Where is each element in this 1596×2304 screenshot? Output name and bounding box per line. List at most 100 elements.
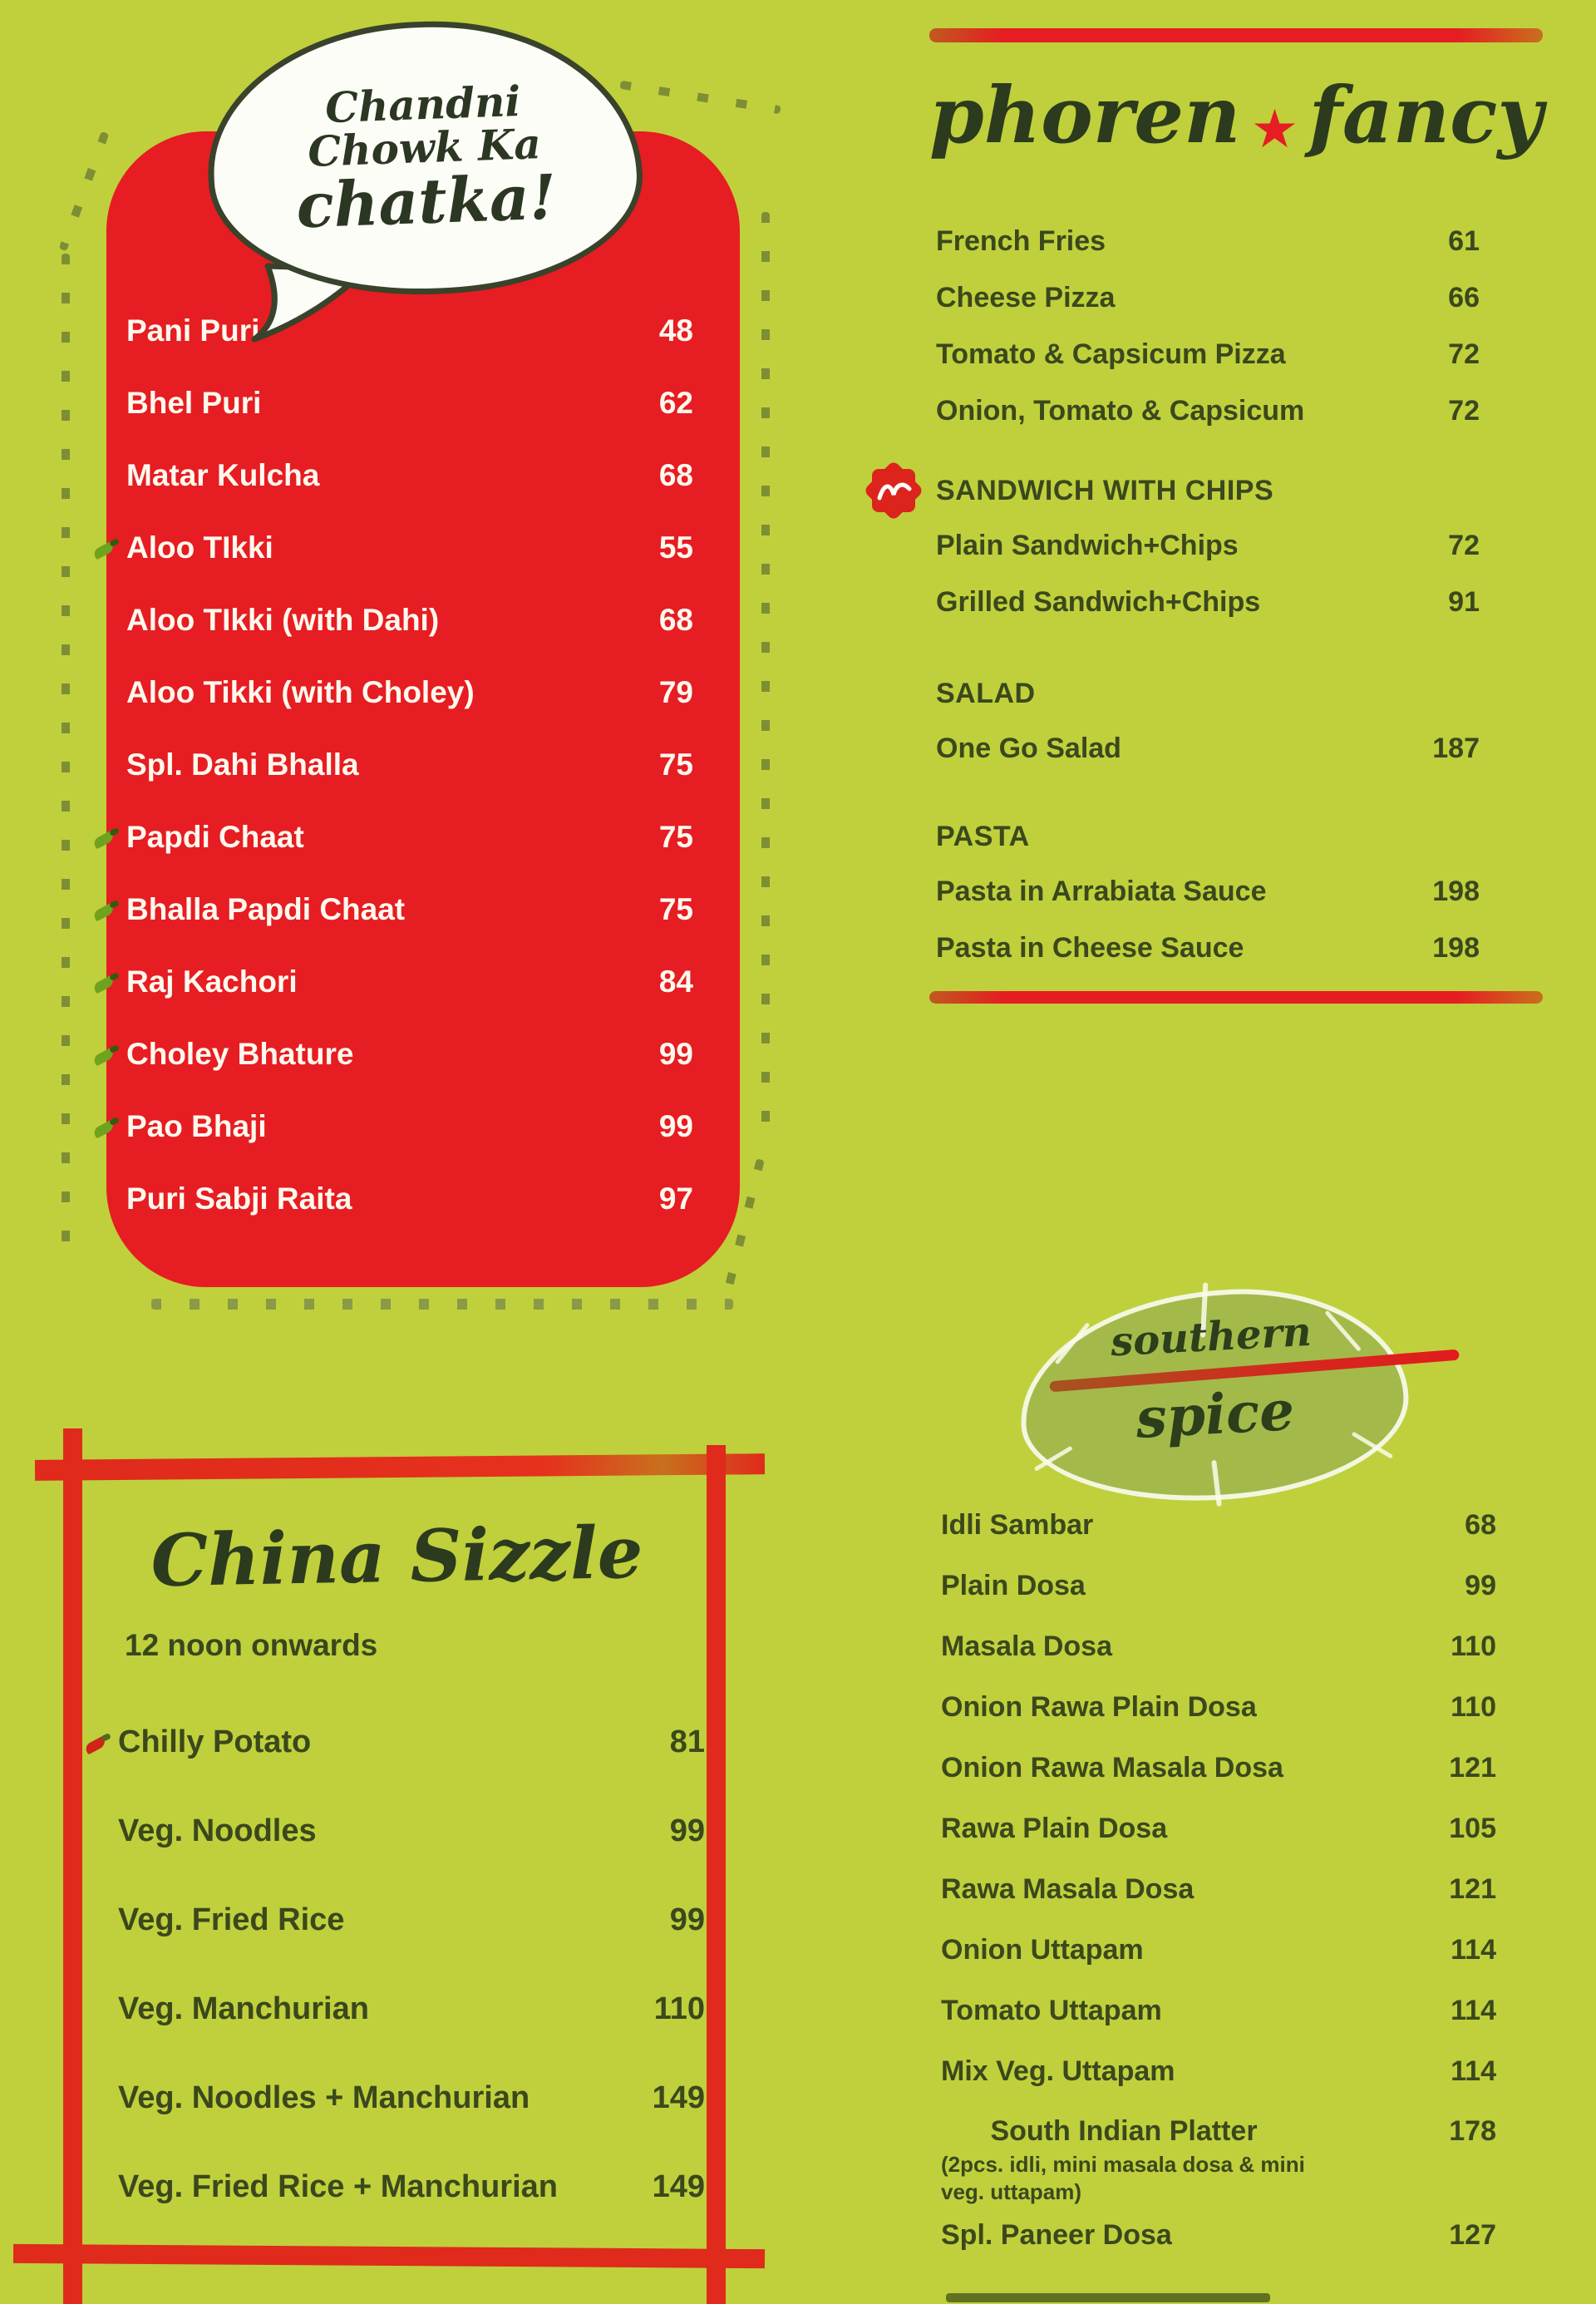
- menu-item-name: Rawa Plain Dosa: [941, 1813, 1168, 1844]
- menu-item-name: Grilled Sandwich+Chips: [936, 585, 1261, 618]
- menu-item-name: Onion Rawa Masala Dosa: [941, 1752, 1283, 1784]
- dotted-border-segment: [62, 254, 70, 1256]
- menu-item-price: 114: [1451, 2055, 1496, 2087]
- pasta-subsection: PASTA Pasta in Arrabiata Sauce 198 Pasta…: [936, 810, 1480, 976]
- menu-item-row: Aloo TIkki (with Dahi) 68: [126, 584, 693, 656]
- menu-item-name: Tomato & Capsicum Pizza: [936, 338, 1286, 370]
- leaf-vein: [1211, 1459, 1222, 1507]
- dotted-border-segment: [619, 80, 781, 115]
- menu-item-row: Veg. Fried Rice 99: [118, 1876, 705, 1965]
- chaat-item-list: Pani Puri 48 Bhel Puri 62 Matar Kulcha 6…: [126, 294, 693, 1235]
- menu-item-price: 110: [1451, 1631, 1496, 1662]
- menu-item-row: Aloo TIkki 55: [126, 511, 693, 584]
- menu-item-name: Onion Uttapam: [941, 1934, 1144, 1966]
- menu-item-price: 68: [658, 602, 693, 637]
- green-chili-icon: [91, 896, 121, 923]
- menu-item-name: One Go Salad: [936, 732, 1121, 764]
- menu-item-name: Onion Rawa Plain Dosa: [941, 1691, 1257, 1723]
- menu-item-price: 99: [658, 1036, 693, 1071]
- green-chili-icon: [91, 1041, 121, 1068]
- menu-item-name: French Fries: [936, 224, 1106, 257]
- red-chili-icon: [83, 1729, 113, 1756]
- subsection-header: SANDWICH WITH CHIPS: [863, 460, 1480, 521]
- menu-item-price: 62: [658, 385, 693, 420]
- sandwich-subsection: SANDWICH WITH CHIPS Plain Sandwich+Chips…: [863, 460, 1480, 630]
- green-chili-icon: [91, 535, 121, 561]
- menu-item-price: 66: [1448, 281, 1480, 313]
- green-chili-icon: [91, 824, 121, 851]
- menu-item-name: Puri Sabji Raita: [126, 1181, 352, 1216]
- menu-item-name: Rawa Masala Dosa: [941, 1873, 1195, 1905]
- china-frame-line: [12, 2243, 766, 2269]
- menu-item-name: Plain Sandwich+Chips: [936, 529, 1239, 561]
- menu-item-price: 97: [658, 1181, 693, 1216]
- menu-item-name: South Indian Platter (2pcs. idli, mini ma…: [941, 2115, 1307, 2205]
- menu-item-price: 75: [658, 891, 693, 926]
- menu-item-price: 72: [1448, 338, 1480, 370]
- menu-item-row: Veg. Manchurian 110: [118, 1965, 705, 2054]
- menu-item-row: South Indian Platter (2pcs. idli, mini ma…: [941, 2102, 1496, 2205]
- china-frame-line: [63, 1428, 82, 2304]
- menu-item-name: Cheese Pizza: [936, 281, 1116, 313]
- menu-item-row: Bhel Puri 62: [126, 367, 693, 439]
- subsection-header: PASTA: [936, 820, 1030, 852]
- menu-item-row: Puri Sabji Raita 97: [126, 1162, 693, 1235]
- menu-item-row: Choley Bhature 99: [126, 1018, 693, 1090]
- menu-item-price: 99: [658, 1108, 693, 1143]
- menu-item-name: Bhel Puri: [126, 385, 262, 420]
- menu-item-price: 149: [652, 2169, 705, 2204]
- menu-item-row: Pasta in Arrabiata Sauce 198: [936, 863, 1480, 920]
- menu-item-row: Spl. Paneer Dosa 127: [941, 2205, 1496, 2266]
- menu-item-price: 99: [669, 1813, 705, 1848]
- menu-item-row: Tomato & Capsicum Pizza 72: [936, 326, 1480, 382]
- menu-item-price: 91: [1448, 585, 1480, 618]
- menu-item-price: 121: [1449, 1873, 1496, 1905]
- menu-item-name: Pao Bhaji: [126, 1109, 267, 1144]
- dotted-border-segment: [151, 1299, 733, 1310]
- menu-item-price: 61: [1448, 224, 1480, 257]
- menu-item-name: Spl. Dahi Bhalla: [126, 747, 359, 782]
- green-chili-icon: [91, 969, 121, 995]
- title-word: fancy: [1308, 70, 1543, 161]
- menu-item-row: Raj Kachori 84: [126, 945, 693, 1018]
- phoren-fancy-title: phoren ★ fancy: [929, 70, 1543, 161]
- menu-item-price: 84: [658, 964, 693, 999]
- menu-item-price: 48: [658, 313, 693, 348]
- menu-item-row: Veg. Fried Rice + Manchurian 149: [118, 2143, 705, 2232]
- dotted-border-segment: [58, 131, 110, 252]
- menu-item-row: Onion Rawa Plain Dosa 110: [941, 1677, 1496, 1738]
- menu-item-name: Veg. Fried Rice: [118, 1902, 345, 1937]
- menu-item-row: Onion Uttapam 114: [941, 1920, 1496, 1981]
- menu-item-name: Masala Dosa: [941, 1631, 1112, 1662]
- menu-item-name: Aloo Tikki (with Choley): [126, 674, 475, 709]
- menu-item-price: 127: [1449, 2219, 1496, 2251]
- speech-bubble: Chandni Chowk Ka chatka!: [203, 13, 647, 303]
- menu-item-name: Matar Kulcha: [126, 457, 320, 492]
- menu-item-row: Plain Dosa 99: [941, 1556, 1496, 1616]
- menu-item-price: 55: [658, 530, 693, 565]
- menu-item-price: 72: [1448, 394, 1480, 427]
- menu-item-row: Pao Bhaji 99: [126, 1090, 693, 1162]
- pasta-item-list: Pasta in Arrabiata Sauce 198 Pasta in Ch…: [936, 863, 1480, 976]
- menu-item-note: (2pcs. idli, mini masala dosa & mini veg…: [941, 2152, 1305, 2204]
- menu-item-row: Chilly Potato 81: [118, 1698, 705, 1787]
- menu-item-row: Onion Rawa Masala Dosa 121: [941, 1738, 1496, 1798]
- menu-item-name: Pani Puri: [126, 313, 260, 348]
- menu-item-name: Pasta in Arrabiata Sauce: [936, 875, 1267, 907]
- menu-item-price: 72: [1448, 529, 1480, 561]
- subsection-header: SALAD: [936, 677, 1036, 709]
- china-frame-line: [707, 1445, 726, 2304]
- menu-item-row: French Fries 61: [936, 213, 1480, 269]
- menu-item-price: 81: [669, 1724, 705, 1759]
- menu-item-price: 110: [653, 1991, 705, 2026]
- menu-item-name: Aloo TIkki (with Dahi): [126, 602, 440, 637]
- title-word: phoren: [929, 70, 1241, 161]
- page-edge-artifact: [946, 2293, 1270, 2302]
- menu-item-row: Aloo Tikki (with Choley) 79: [126, 656, 693, 728]
- menu-item-row: Grilled Sandwich+Chips 91: [936, 574, 1480, 630]
- menu-item-row: Masala Dosa 110: [941, 1616, 1496, 1677]
- menu-item-name: Mix Veg. Uttapam: [941, 2055, 1175, 2087]
- menu-item-price: 114: [1451, 1934, 1496, 1966]
- bubble-emphasis: chatka!: [295, 161, 558, 243]
